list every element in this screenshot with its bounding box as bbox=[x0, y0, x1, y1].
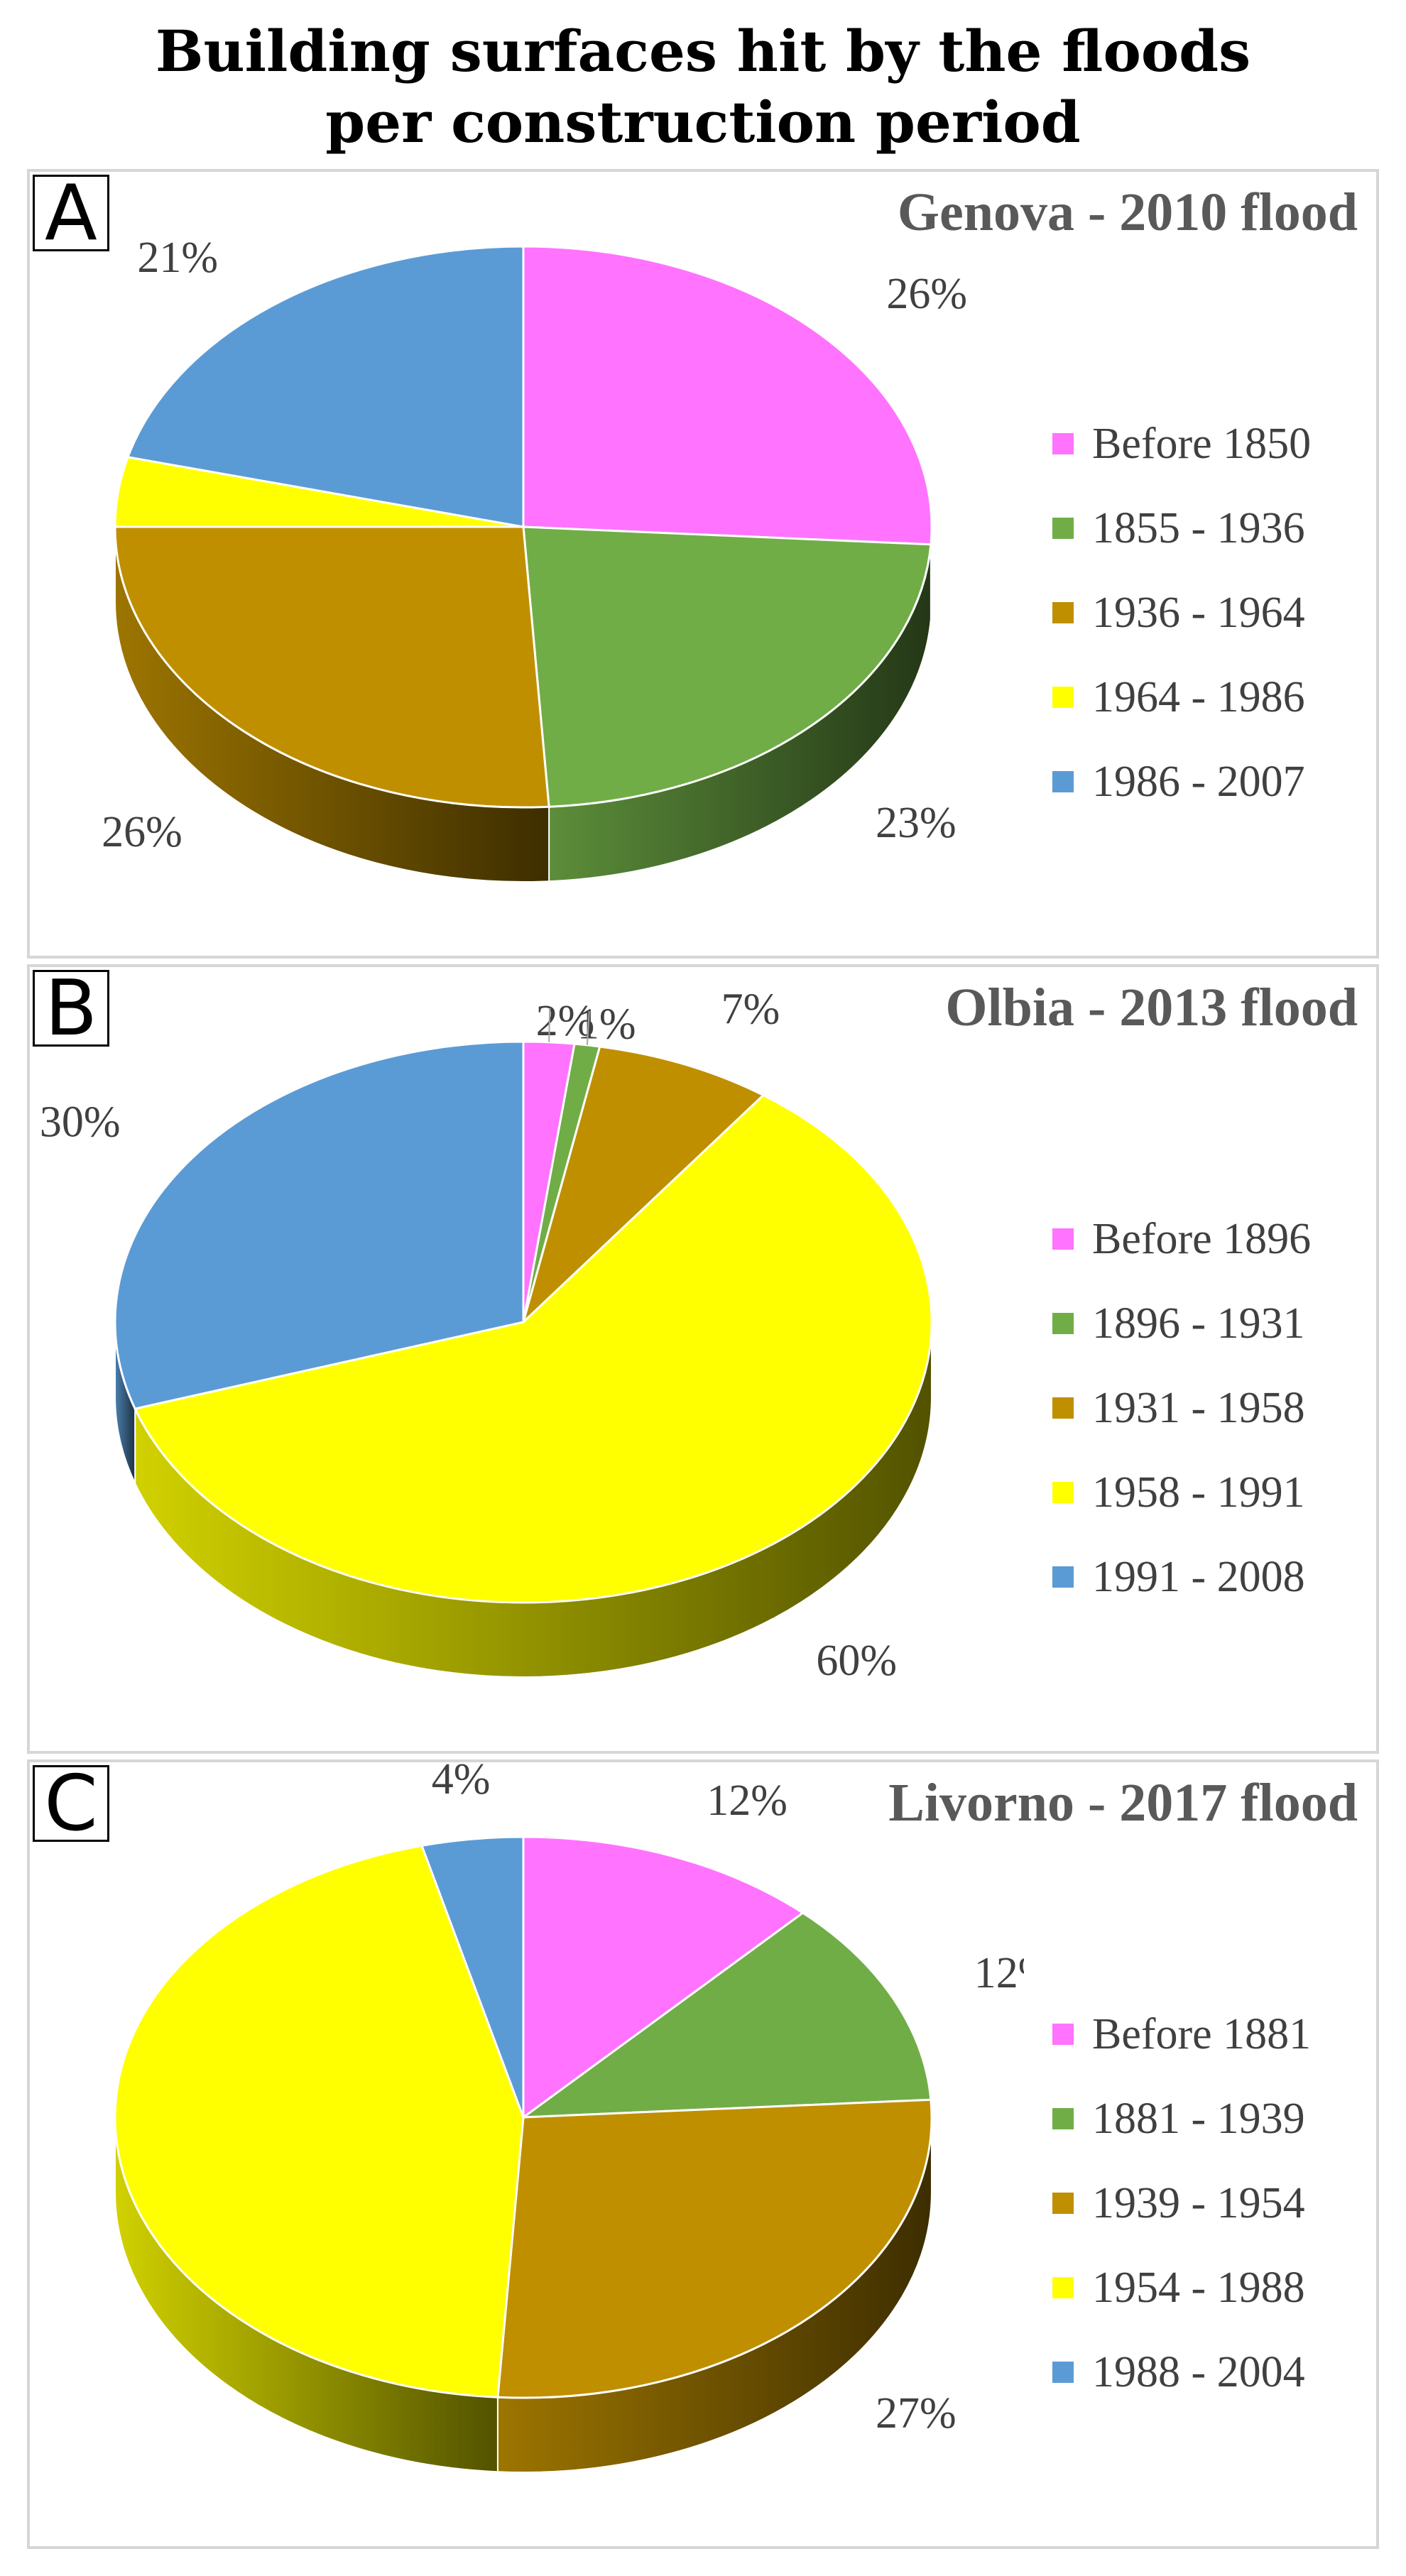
pie-slice bbox=[521, 1045, 765, 1326]
pie-data-label: 2% bbox=[536, 997, 595, 1045]
legend-swatch bbox=[1052, 1397, 1074, 1419]
pie-data-label: 26% bbox=[886, 270, 967, 318]
legend-label: 1986 - 2007 bbox=[1092, 758, 1305, 806]
pie-data-label: 27% bbox=[876, 2389, 957, 2438]
pie-slice bbox=[522, 245, 933, 546]
pie-data-label: 12% bbox=[974, 1949, 1024, 1997]
legend-swatch bbox=[1052, 1313, 1074, 1334]
pie-data-label: 26% bbox=[102, 808, 182, 856]
panel-b: B Olbia - 2013 flood 2% 1% 7% 60% 30% Before… bbox=[27, 964, 1379, 1754]
legend-swatch bbox=[1052, 602, 1074, 623]
pie-slice bbox=[520, 1911, 932, 2119]
pie-slice bbox=[126, 245, 525, 528]
legend-swatch bbox=[1052, 433, 1074, 454]
legend-label: 1988 - 2004 bbox=[1092, 2348, 1305, 2396]
legend-label: 1931 - 1958 bbox=[1092, 1384, 1305, 1432]
pie-slice bbox=[522, 1835, 805, 2119]
legend-label: Before 1896 bbox=[1092, 1215, 1312, 1263]
legend-label: 1954 - 1988 bbox=[1092, 2264, 1305, 2312]
legend-swatch bbox=[1052, 2024, 1074, 2045]
pie-data-label: 12% bbox=[707, 1777, 788, 1825]
legend-label: 1991 - 2008 bbox=[1092, 1553, 1305, 1601]
panel-a-title: Genova - 2010 flood bbox=[897, 182, 1358, 242]
legend-swatch bbox=[1052, 687, 1074, 708]
olbia-pie-chart: 2%1% 7% 60% 30% bbox=[40, 986, 933, 1685]
legend-label: 1939 - 1954 bbox=[1092, 2179, 1305, 2227]
pie-slice bbox=[133, 1093, 933, 1604]
legend-label: 1855 - 1936 bbox=[1092, 504, 1305, 552]
panel-c: C Livorno - 2017 flood 12%12%27%45%4% Be… bbox=[27, 1759, 1379, 2549]
legend-swatch bbox=[1052, 2277, 1074, 2298]
pie-data-label: 30% bbox=[40, 1098, 121, 1147]
pie-data-label: 60% bbox=[816, 1637, 897, 1685]
legend-swatch bbox=[1052, 1228, 1074, 1250]
leader-line bbox=[548, 1008, 551, 1042]
pie-slice bbox=[114, 1844, 525, 2398]
panel-a: A Genova - 2010 flood 26%23%26%4%21% Bef… bbox=[27, 169, 1379, 959]
pie-data-label: 4% bbox=[432, 1762, 491, 1803]
pie-data-label: 7% bbox=[721, 986, 780, 1034]
figure-title-line-2: per construction period bbox=[325, 89, 1081, 155]
pie-slice bbox=[522, 525, 932, 808]
leader-line bbox=[586, 1011, 590, 1045]
pie-slice bbox=[114, 525, 550, 809]
panel-letter-c: C bbox=[33, 1765, 109, 1843]
pie-data-label: 21% bbox=[137, 234, 218, 282]
livorno-pie-chart: 12%12%27%45%4% bbox=[114, 1762, 1024, 2473]
legend-swatch bbox=[1052, 2108, 1074, 2129]
pie-slice bbox=[114, 1040, 525, 1410]
legend-label: Before 1881 bbox=[1092, 2010, 1312, 2058]
legend-label: 1881 - 1939 bbox=[1092, 2095, 1305, 2143]
figure-title: Building surfaces hit by the floods per … bbox=[0, 16, 1406, 158]
pie-data-label: 23% bbox=[876, 799, 957, 847]
panel-letter-b: B bbox=[33, 970, 109, 1047]
legend-label: 1958 - 1991 bbox=[1092, 1468, 1305, 1517]
figure-title-line-1: Building surfaces hit by the floods bbox=[155, 18, 1251, 84]
legend-swatch bbox=[1052, 1482, 1074, 1503]
pie-slice bbox=[496, 2098, 933, 2399]
legend-label: 1936 - 1964 bbox=[1092, 589, 1305, 637]
legend-label: 1896 - 1931 bbox=[1092, 1299, 1305, 1348]
pie-slice bbox=[420, 1835, 525, 2118]
legend-label: 1964 - 1986 bbox=[1092, 673, 1305, 721]
legend-swatch bbox=[1052, 518, 1074, 539]
legend-swatch bbox=[1052, 771, 1074, 792]
legend-swatch bbox=[1052, 2193, 1074, 2214]
pie-data-label: 1% bbox=[577, 1000, 636, 1049]
legend-swatch bbox=[1052, 2362, 1074, 2383]
panel-b-title: Olbia - 2013 flood bbox=[945, 978, 1358, 1037]
legend-swatch bbox=[1052, 1566, 1074, 1588]
panel-letter-a: A bbox=[33, 175, 109, 252]
legend-label: Before 1850 bbox=[1092, 420, 1312, 468]
genova-pie-chart: 26%23%26%4%21% bbox=[102, 234, 967, 883]
panel-c-title: Livorno - 2017 flood bbox=[888, 1773, 1358, 1833]
